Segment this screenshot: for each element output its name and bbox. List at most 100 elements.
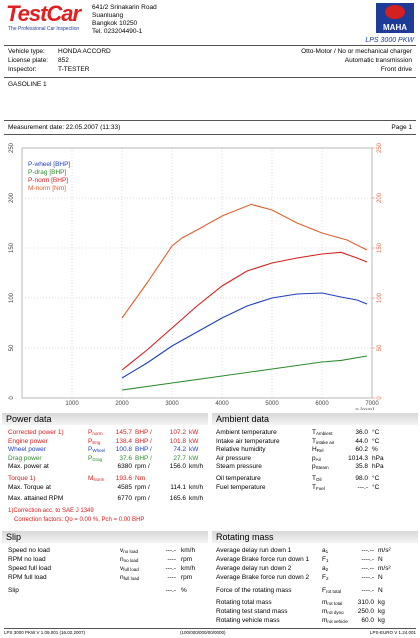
row-symbol: TOil bbox=[312, 475, 322, 483]
row-symbol: mrot dyno bbox=[322, 608, 344, 616]
symbol: P bbox=[88, 446, 93, 453]
row-value: 27.7 bbox=[173, 454, 186, 462]
row-value: 4585 bbox=[117, 484, 132, 491]
row-label: RPM full load bbox=[8, 574, 47, 581]
legend-entry: P-norm [BHP] bbox=[28, 177, 68, 184]
row-value: 114.1 bbox=[170, 484, 186, 491]
y2-tick-label: 200 bbox=[377, 192, 383, 203]
row-unit: kg bbox=[378, 617, 385, 624]
row-value: ---.- bbox=[165, 565, 176, 572]
page-number: Page 1 bbox=[391, 124, 412, 131]
rule bbox=[4, 120, 416, 121]
row-value: 74.2 bbox=[173, 446, 186, 453]
series-line bbox=[121, 203, 368, 319]
row-unit: N bbox=[378, 587, 383, 594]
symbol: T bbox=[312, 475, 316, 482]
symbol: P bbox=[88, 429, 93, 436]
row-unit: % bbox=[372, 446, 378, 453]
symbol-sub: rot vehicle bbox=[327, 619, 348, 624]
row-symbol: F1 bbox=[322, 556, 329, 564]
row-label: Force of the rotating mass bbox=[216, 587, 292, 594]
x-tick-label: 2000 bbox=[115, 401, 129, 407]
symbol-sub: Ambient bbox=[315, 431, 333, 436]
row-unit: Nm bbox=[135, 475, 146, 482]
row-unit: kW bbox=[189, 446, 199, 453]
symbol: m bbox=[322, 599, 328, 606]
symbol: P bbox=[88, 454, 93, 462]
row-symbol: Pnorm bbox=[88, 429, 103, 437]
symbol-sub: Rel bbox=[316, 448, 324, 453]
symbol-sub: norm bbox=[92, 431, 103, 436]
symbol: T bbox=[312, 437, 316, 445]
row-unit: km/h bbox=[189, 463, 204, 470]
row-symbol: a2 bbox=[322, 565, 329, 573]
row-value: 193.6 bbox=[115, 475, 132, 482]
symbol-sub: 2 bbox=[325, 576, 329, 581]
row-symbol: TAmbient bbox=[312, 429, 333, 437]
row-symbol: mrot vehicle bbox=[322, 617, 348, 625]
row-symbol: Tintake air bbox=[312, 437, 334, 446]
row-value: 101.8 bbox=[169, 437, 186, 445]
row-value: ----.- bbox=[361, 574, 374, 581]
row-label: Drag power bbox=[8, 454, 42, 462]
row-symbol: vno load bbox=[120, 547, 138, 555]
legend-entry: P-drag [BHP] bbox=[28, 169, 66, 176]
vehicle-label: License plate: bbox=[8, 57, 49, 64]
y2-tick-label: 250 bbox=[377, 142, 383, 153]
symbol: T bbox=[312, 484, 316, 491]
row-value: ---- bbox=[167, 556, 176, 563]
address-line: 641/2 Srinakarin Road bbox=[92, 4, 157, 11]
x-tick-label: 5000 bbox=[265, 401, 279, 407]
row-unit: km/h bbox=[181, 547, 196, 554]
row-unit: km/h bbox=[189, 495, 204, 502]
row-value: 60.0 bbox=[361, 617, 374, 624]
row-unit: km/h bbox=[181, 565, 196, 572]
y-tick-label: 150 bbox=[9, 242, 15, 253]
row-unit: °C bbox=[372, 475, 380, 482]
maker-logo: MAHA bbox=[383, 23, 407, 32]
row-label: Rotating total mass bbox=[216, 599, 272, 606]
row-label: Max. Torque at bbox=[8, 484, 51, 491]
symbol-sub: 2 bbox=[325, 567, 329, 572]
row-value: ---.- bbox=[357, 484, 368, 491]
symbol: F bbox=[322, 574, 326, 581]
row-label: Intake air temperature bbox=[216, 437, 280, 445]
y-tick-label: 50 bbox=[9, 344, 15, 351]
measurement-date: Measurement date: 22.05.2007 (11:33) bbox=[8, 124, 121, 131]
y-tick-label: 200 bbox=[9, 192, 15, 203]
row-unit: N bbox=[378, 556, 383, 563]
row-unit: rpm / bbox=[135, 495, 150, 502]
row-value: 165.6 bbox=[169, 495, 186, 502]
row-unit: hPa bbox=[372, 463, 384, 470]
symbol: n bbox=[120, 556, 124, 563]
model: LPS 3000 PKW bbox=[365, 37, 414, 44]
y2-tick-label: 50 bbox=[377, 344, 383, 351]
vehicle-label: Vehicle type: bbox=[8, 48, 45, 55]
row-symbol: nfull load bbox=[120, 574, 139, 582]
symbol-sub: Air bbox=[315, 456, 322, 462]
row-value: 156.0 bbox=[169, 463, 186, 470]
row-value: ---.- bbox=[165, 587, 176, 594]
address-line: Suanluang bbox=[92, 12, 124, 19]
row-symbol: pSteam bbox=[312, 463, 329, 471]
row-value: ---.- bbox=[165, 547, 176, 554]
row-unit: °C bbox=[372, 429, 380, 436]
row-symbol: PWheel bbox=[88, 446, 105, 454]
symbol-sub: Oil bbox=[315, 477, 322, 482]
maker-logo-box: MAHA bbox=[376, 3, 414, 33]
rule bbox=[4, 134, 416, 135]
section-header: Power data bbox=[2, 413, 208, 425]
row-value: 6380 bbox=[117, 463, 132, 470]
row-value: ---.-- bbox=[361, 547, 374, 554]
vehicle-value: T-TESTER bbox=[58, 66, 90, 73]
row-label: Average Brake force run down 2 bbox=[216, 574, 310, 581]
y-tick-label: 0 bbox=[9, 396, 15, 400]
row-label: Rotating vehicle mass bbox=[216, 617, 280, 624]
symbol: a bbox=[322, 547, 326, 554]
row-symbol: vfull load bbox=[120, 565, 139, 573]
vehicle-spec: Otto-Motor / No or mechanical charger bbox=[301, 48, 412, 55]
row-value: 107.2 bbox=[169, 429, 186, 436]
symbol: v bbox=[120, 547, 124, 554]
legend-entry: M-norm [Nm] bbox=[28, 185, 66, 192]
